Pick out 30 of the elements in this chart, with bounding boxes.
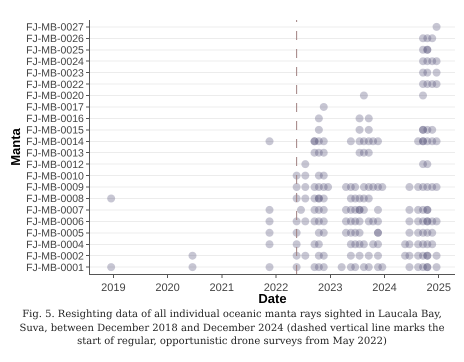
caption: Fig. 5. Resighting data of all individual oceanic manta rays sighted in Laucala Bay, Suva, between December 2018 and December 2024 (dashed vertical line marks the start of regular, opportunistic drone surveys from May 2022) (18, 308, 446, 348)
y-tick-label: FJ-MB-0002 (26, 250, 84, 262)
y-tick-label: FJ-MB-0024 (26, 56, 84, 68)
y-tick-label: FJ-MB-0001 (26, 262, 84, 274)
y-tick-label: FJ-MB-0022 (26, 78, 84, 91)
y-tick-label: FJ-MB-0027 (26, 22, 84, 34)
y-tick-label: FJ-MB-0023 (26, 67, 84, 80)
y-tick-label: FJ-MB-0014 (26, 136, 84, 148)
x-tick-label: 2023 (318, 282, 342, 294)
y-tick-label: FJ-MB-0020 (26, 90, 84, 102)
y-tick-label: FJ-MB-0010 (26, 170, 84, 182)
y-tick-label: FJ-MB-0012 (26, 158, 84, 171)
y-axis-title: Manta (8, 127, 24, 166)
y-tick-label: FJ-MB-0026 (26, 32, 84, 45)
y-tick-label: FJ-MB-0015 (26, 124, 84, 137)
x-tick-label: 2021 (210, 282, 234, 294)
x-tick-label: 2020 (155, 282, 180, 294)
x-tick-label: 2024 (372, 282, 397, 294)
x-tick-label: 2025 (426, 282, 451, 294)
y-tick-label: FJ-MB-0025 (26, 44, 84, 56)
y-tick-label: FJ-MB-0016 (26, 113, 84, 126)
y-tick-label: FJ-MB-0008 (26, 193, 84, 206)
y-tick-label: FJ-MB-0009 (26, 182, 84, 194)
y-tick-label: FJ-MB-0017 (26, 102, 84, 114)
y-tick-label: FJ-MB-0005 (26, 227, 84, 240)
y-tick-label: FJ-MB-0004 (26, 238, 84, 251)
y-tick-label: FJ-MB-0006 (26, 216, 84, 228)
y-tick-label: FJ-MB-0013 (26, 147, 84, 160)
y-tick-label: FJ-MB-0007 (26, 204, 84, 217)
x-tick-label: 2019 (101, 282, 126, 294)
